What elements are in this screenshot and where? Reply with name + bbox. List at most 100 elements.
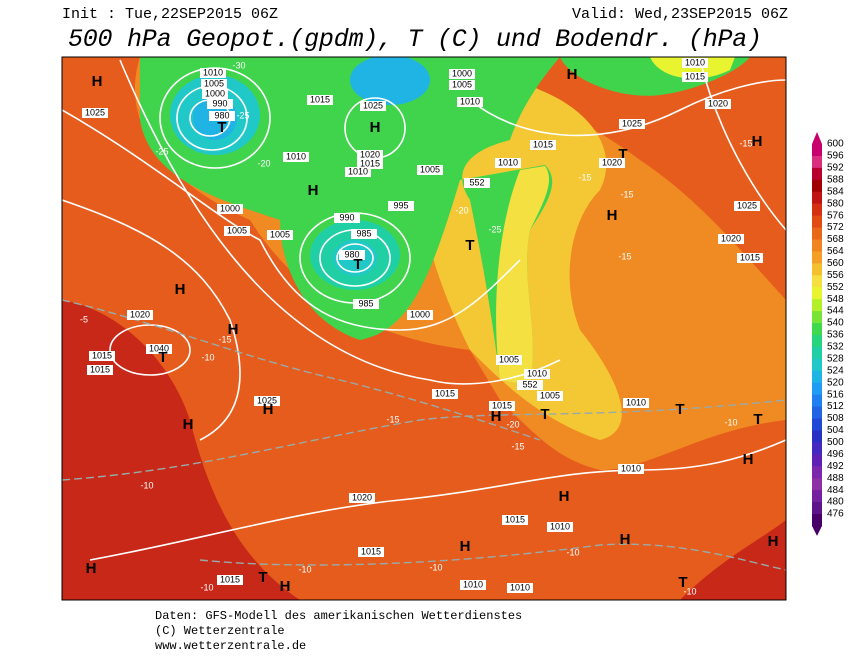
pressure-center: H (620, 531, 631, 548)
label-box (718, 234, 744, 244)
isobar-label: 1005 (204, 78, 224, 88)
isobar-label: 1000 (410, 309, 430, 319)
label-box (432, 389, 458, 399)
colorbar-label: 476 (827, 509, 844, 520)
temperature-label: -10 (201, 352, 214, 362)
isobar-label: 1005 (420, 164, 440, 174)
isobar-label: 1010 (626, 397, 646, 407)
label-box (517, 380, 543, 390)
isobar-label: 1010 (498, 157, 518, 167)
temperature-label: -15 (618, 251, 631, 261)
label-box (358, 547, 384, 557)
isobar-label: 1010 (286, 151, 306, 161)
isobar-label: 1000 (220, 203, 240, 213)
colorbar-swatch (812, 239, 822, 252)
colorbar-swatch (812, 406, 822, 420)
isobar-label: 1020 (360, 149, 380, 159)
pressure-center: T (618, 146, 627, 163)
temperature-label: -10 (298, 564, 311, 574)
map-title: 500 hPa Geopot.(gpdm), T (C) und Bodendr… (68, 25, 762, 54)
isobar-label: 1015 (310, 94, 330, 104)
pressure-center: H (86, 560, 97, 577)
label-box (457, 97, 483, 107)
colorbar-label: 528 (827, 353, 844, 364)
temperature-label: -25 (155, 146, 168, 156)
colorbar-swatch (812, 311, 822, 324)
temperature-label: -10 (200, 582, 213, 592)
pressure-center: H (280, 578, 291, 595)
isobar-label: 1005 (499, 354, 519, 364)
isobar-label: 1005 (540, 390, 560, 400)
temperature-label: -20 (455, 205, 468, 215)
isobar-label: 1010 (460, 96, 480, 106)
footer-copyright: (C) Wetterzentrale (155, 624, 285, 638)
isobar-label: 1020 (352, 492, 372, 502)
colorbar-label: 536 (827, 330, 844, 341)
label-box (283, 152, 309, 162)
temperature-label: -20 (257, 158, 270, 168)
temperature-label: -5 (80, 314, 88, 324)
footer-source: Daten: GFS-Modell des amerikanischen Wet… (155, 609, 522, 623)
temperature-label: -10 (429, 562, 442, 572)
colorbar-swatch (812, 323, 822, 336)
isobar-label: 1025 (363, 100, 383, 110)
label-box (524, 369, 550, 379)
colorbar-label: 500 (827, 437, 844, 448)
isobar-label: 1015 (360, 158, 380, 168)
colorbar-swatch (812, 490, 822, 503)
isobar-label: 1010 (203, 67, 223, 77)
label-box (351, 229, 377, 239)
valid-time: Valid: Wed,23SEP2015 06Z (572, 6, 788, 23)
pressure-center: T (158, 349, 167, 366)
label-box (357, 150, 383, 160)
colorbar-swatch (812, 215, 822, 229)
temperature-label: -10 (566, 547, 579, 557)
map-frame (61, 56, 787, 601)
temperature-label: -20 (506, 419, 519, 429)
colorbar-swatch (812, 155, 822, 169)
label-box (353, 299, 379, 309)
isobar-label: 1015 (533, 139, 553, 149)
pressure-center: T (465, 237, 474, 254)
isobar-label: 1025 (85, 107, 105, 117)
label-box (619, 119, 645, 129)
isobar-label: 1015 (435, 388, 455, 398)
isobar-label: 1025 (257, 395, 277, 405)
colorbar-swatch (812, 275, 822, 288)
temperature-label: -15 (511, 441, 524, 451)
label-box (357, 159, 383, 169)
colorbar-label: 576 (827, 210, 844, 221)
label-box (217, 204, 243, 214)
label-box (200, 68, 226, 78)
isobar-label: 552 (522, 379, 537, 389)
isobar-label: 1010 (463, 579, 483, 589)
label-box (489, 401, 515, 411)
colorbar-label: 572 (827, 222, 844, 233)
label-box (224, 226, 250, 236)
colorbar-label: 560 (827, 258, 844, 269)
isobar-label: 1015 (220, 574, 240, 584)
isobar-label: 1005 (227, 225, 247, 235)
label-box (89, 351, 115, 361)
label-box (623, 398, 649, 408)
pressure-center: H (460, 538, 471, 555)
label-box (388, 201, 414, 211)
isobar-label: 1005 (270, 229, 290, 239)
label-box (460, 580, 486, 590)
pressure-center: H (768, 533, 779, 550)
isobar-label: 1020 (721, 233, 741, 243)
isobar-label: 990 (212, 98, 227, 108)
colorbar-cap-bottom (812, 525, 822, 536)
colorbar-swatch (812, 263, 822, 276)
colorbar-swatch (812, 466, 822, 479)
colorbar-label: 592 (827, 163, 844, 174)
temperature-label: -15 (620, 189, 633, 199)
colorbar-label: 488 (827, 473, 844, 484)
pressure-center: H (263, 401, 274, 418)
pressure-center: H (92, 73, 103, 90)
colorbar-swatch (812, 299, 822, 312)
label-box (417, 165, 443, 175)
label-box (217, 575, 243, 585)
colorbar-label: 588 (827, 174, 844, 185)
colorbar-swatch (812, 191, 822, 205)
